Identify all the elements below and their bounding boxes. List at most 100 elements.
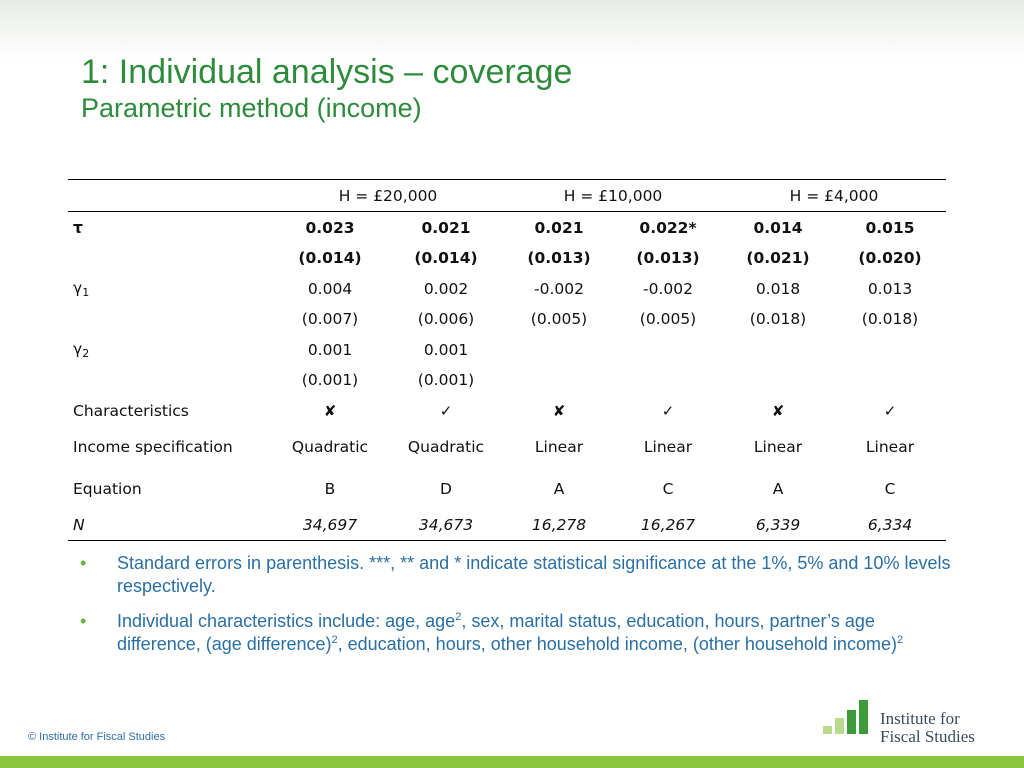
header-h4000: H = £4,000: [722, 179, 946, 212]
header-h20000: H = £20,000: [272, 179, 504, 212]
table-cell: [504, 334, 614, 365]
table-cell: C: [884, 480, 896, 498]
gamma1-coef-row: γ1 0.004 0.002 -0.002 -0.002 0.018 0.013: [68, 273, 946, 304]
table-cell: [614, 334, 722, 365]
note-text: Individual characteristics include: age,…: [117, 611, 456, 631]
table-cell: (0.013): [527, 249, 591, 267]
table-cell: [834, 365, 946, 395]
title-block: 1: Individual analysis – coverage Parame…: [81, 52, 572, 124]
note-standard-errors: • Standard errors in parenthesis. ***, *…: [80, 552, 960, 598]
table-cell: Linear: [643, 438, 693, 456]
equation-row: Equation B D A C A C: [68, 468, 946, 510]
table-cell: (0.020): [858, 249, 922, 267]
table-cell: (0.018): [861, 310, 919, 328]
table-cell: 34,697: [272, 510, 388, 541]
table-cell: 6,339: [722, 510, 834, 541]
table-cell: 0.021: [421, 218, 471, 237]
results-table: H = £20,000 H = £10,000 H = £4,000 τ 0.0…: [68, 179, 946, 541]
n-row: N 34,697 34,673 16,278 16,267 6,339 6,33…: [68, 510, 946, 541]
table-cell: 0.018: [755, 279, 801, 298]
table-cell: (0.021): [746, 249, 810, 267]
superscript: 2: [455, 611, 462, 623]
gamma1-label: γ1: [73, 278, 90, 299]
table-cell: (0.001): [301, 371, 359, 389]
table-cell: 0.014: [753, 218, 803, 237]
characteristics-row: Characteristics ✘ ✓ ✘ ✓ ✘ ✓: [68, 395, 946, 426]
table-cell: Quadratic: [407, 438, 485, 456]
table-cell: 16,267: [614, 510, 722, 541]
tau-label: τ: [73, 218, 83, 237]
equation-label: Equation: [73, 480, 142, 498]
table-cell: [722, 365, 834, 395]
table-cell: (0.005): [530, 310, 588, 328]
cross-icon: ✘: [771, 401, 785, 420]
cross-icon: ✘: [323, 401, 337, 420]
bullet: •: [80, 553, 87, 573]
check-icon: ✓: [439, 401, 453, 420]
logo-bars-icon: [823, 698, 875, 734]
check-icon: ✓: [661, 401, 675, 420]
logo-line-1: Institute for: [880, 709, 960, 728]
table-cell: 6,334: [834, 510, 946, 541]
header-h10000: H = £10,000: [504, 179, 722, 212]
copyright: © Institute for Fiscal Studies: [28, 731, 166, 743]
superscript: 2: [896, 634, 904, 646]
table-cell: [614, 365, 722, 395]
table-cell: 16,278: [504, 510, 614, 541]
table-cell: [722, 334, 834, 365]
table-cell: 0.021: [534, 218, 584, 237]
note-text: , sex, marital status, education, hours,…: [117, 611, 875, 654]
table-cell: [834, 334, 946, 365]
slide-subtitle: Parametric method (income): [81, 93, 422, 123]
table-cell: (0.014): [298, 249, 362, 267]
table-cell: (0.001): [417, 371, 475, 389]
table-cell: (0.005): [639, 310, 697, 328]
table-cell: 0.004: [307, 279, 353, 298]
n-label: N: [68, 510, 272, 541]
table-cell: (0.007): [301, 310, 359, 328]
table-cell: 0.023: [305, 218, 355, 237]
table-cell: D: [440, 480, 452, 498]
bullet: •: [80, 611, 87, 631]
header-blank: [68, 179, 272, 212]
note-text: , education, hours, other household inco…: [337, 634, 897, 654]
table-cell: 0.002: [423, 279, 469, 298]
note-characteristics: • Individual characteristics include: ag…: [80, 610, 960, 656]
check-icon: ✓: [883, 401, 897, 420]
gamma2-coef-row: γ2 0.001 0.001: [68, 334, 946, 365]
table-cell: 0.013: [867, 279, 913, 298]
table-cell: -0.002: [643, 279, 693, 298]
table-cell: Linear: [753, 438, 803, 456]
slide-title: 1: Individual analysis – coverage: [81, 53, 573, 91]
superscript: 2: [331, 634, 338, 646]
cross-icon: ✘: [552, 401, 566, 420]
notes: • Standard errors in parenthesis. ***, *…: [80, 552, 960, 668]
table-cell: C: [662, 480, 674, 498]
header-row: H = £20,000 H = £10,000 H = £4,000: [68, 179, 946, 212]
table-cell: A: [772, 480, 784, 498]
income-spec-label: Income specification: [73, 438, 233, 456]
bottom-bar: [0, 756, 1024, 768]
income-spec-row: Income specification Quadratic Quadratic…: [68, 426, 946, 468]
characteristics-label: Characteristics: [73, 401, 189, 420]
tau-se-row: (0.014) (0.014) (0.013) (0.013) (0.021) …: [68, 243, 946, 273]
header-gradient: [0, 0, 1024, 60]
tau-coef-row: τ 0.023 0.021 0.021 0.022* 0.014 0.015: [68, 212, 946, 244]
logo-line-2: Fiscal Studies: [880, 727, 975, 746]
table-cell: (0.018): [749, 310, 807, 328]
table-cell: B: [324, 480, 336, 498]
table-cell: Linear: [865, 438, 915, 456]
table-cell: (0.013): [636, 249, 700, 267]
note-text: Standard errors in parenthesis. ***, ** …: [117, 553, 951, 596]
table-cell: (0.014): [414, 249, 478, 267]
gamma2-label: γ2: [73, 339, 90, 360]
gamma1-se-row: (0.007) (0.006) (0.005) (0.005) (0.018) …: [68, 304, 946, 334]
table-cell: 0.022*: [639, 218, 697, 237]
table-cell: (0.006): [417, 310, 475, 328]
table-cell: [504, 365, 614, 395]
table-cell: 34,673: [388, 510, 504, 541]
table-cell: 0.001: [307, 340, 353, 359]
table-cell: Quadratic: [291, 438, 369, 456]
table-cell: Linear: [534, 438, 584, 456]
table-cell: A: [553, 480, 565, 498]
